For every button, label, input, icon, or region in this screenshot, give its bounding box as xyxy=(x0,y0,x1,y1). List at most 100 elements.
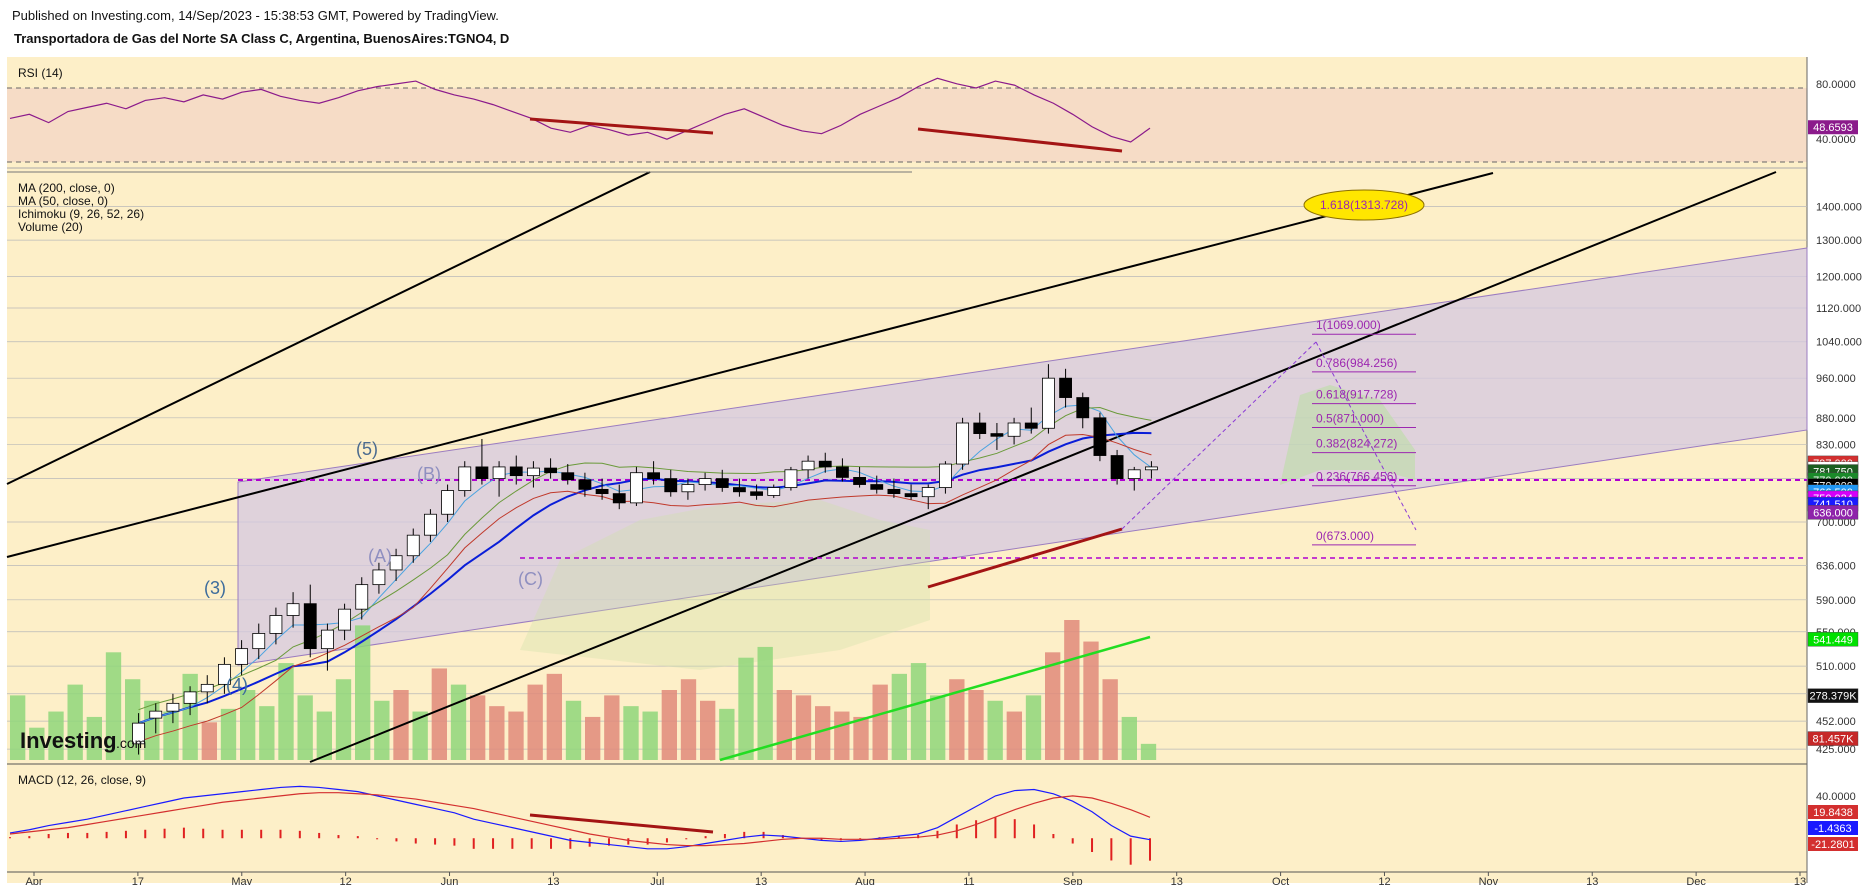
candle xyxy=(767,487,781,496)
wave-label-5: (5) xyxy=(356,439,378,459)
time-tick-label: Apr xyxy=(25,876,42,885)
price-channel xyxy=(237,247,1808,666)
fib-level-label: 0(673.000) xyxy=(1316,529,1374,543)
volume-bar xyxy=(508,711,524,760)
rsi-tick-label: 40.0000 xyxy=(1816,134,1856,146)
rsi-divergence-2 xyxy=(917,127,1123,153)
time-tick-label: Nov xyxy=(1479,876,1499,885)
candle xyxy=(252,633,266,650)
candle xyxy=(990,433,1004,437)
candle xyxy=(321,629,334,650)
volume-bar xyxy=(412,711,428,760)
candle xyxy=(784,469,798,488)
volume-bar xyxy=(431,668,447,760)
volume-bar xyxy=(144,700,160,760)
volume-bar xyxy=(240,690,256,760)
volume-bar xyxy=(1045,652,1061,760)
macd-badge-label: 19.8438 xyxy=(1813,807,1853,819)
candle xyxy=(166,702,180,712)
rsi-divergence-1 xyxy=(529,117,714,135)
macd-badge-label: -1.4363 xyxy=(1814,823,1851,835)
volume-bar xyxy=(489,706,505,760)
fib-target-ellipse[interactable] xyxy=(1303,189,1425,221)
volume-bar xyxy=(105,652,122,760)
candle xyxy=(1127,469,1141,479)
rsi-badge xyxy=(1808,120,1858,135)
macd-tick-label: 40.0000 xyxy=(1816,791,1856,803)
volume-bar xyxy=(872,684,888,760)
fib-level-label: 1(1069.000) xyxy=(1316,318,1381,332)
candle xyxy=(578,479,592,490)
investing-logo-suffix: .com xyxy=(116,735,146,751)
wedge-base xyxy=(927,527,1123,589)
candle xyxy=(561,472,575,481)
rsi-tick-label: 80.0000 xyxy=(1816,79,1856,91)
candle xyxy=(887,488,901,495)
volume-bar xyxy=(949,679,965,760)
fib-level-label: 0.5(871.000) xyxy=(1316,411,1384,425)
volume-bar xyxy=(316,711,332,760)
price-badge-label: 278.379K xyxy=(1809,691,1857,703)
volume-bar xyxy=(48,711,64,760)
volume-bar xyxy=(278,663,294,760)
candle xyxy=(355,584,369,610)
ma50-caption: MA (50, close, 0) xyxy=(18,194,108,208)
volume-bar xyxy=(604,695,620,760)
candle xyxy=(527,467,540,477)
investing-logo: Investing xyxy=(20,728,117,753)
trendline-2 xyxy=(6,172,1494,558)
wave-label-4: (4) xyxy=(226,675,248,695)
volume-bar xyxy=(374,700,390,760)
volume-bar xyxy=(585,716,601,760)
wave-label-c: (C) xyxy=(518,569,543,589)
candle xyxy=(647,472,660,479)
candle xyxy=(1110,455,1124,479)
candle xyxy=(441,490,454,515)
chart-title: Transportadora de Gas del Norte SA Class… xyxy=(14,31,510,46)
volume-bar xyxy=(968,690,984,760)
volume-bar xyxy=(623,706,639,760)
candle xyxy=(733,487,746,493)
ma200-caption: MA (200, close, 0) xyxy=(18,181,115,195)
candle xyxy=(492,466,506,479)
fib-level-label: 0.382(824.272) xyxy=(1316,437,1397,451)
time-tick-label: Sep xyxy=(1063,876,1083,885)
ichimoku-cloud-right xyxy=(1280,385,1415,485)
candle xyxy=(235,648,248,665)
price-badges: 797.000797.000781.750770.000770.000766.5… xyxy=(1807,120,1859,851)
time-tick-label: 12 xyxy=(340,876,352,885)
candle xyxy=(921,487,935,498)
candle xyxy=(1042,377,1055,429)
macd-badge xyxy=(1808,837,1858,851)
candle xyxy=(939,463,952,488)
volume-bar xyxy=(987,700,1003,760)
rsi-line xyxy=(9,77,1151,143)
time-axis: Apr 17 May 12 Jun 13 Jul 13 Aug 11 Sep 13 Oct 12 Nov 13… xyxy=(25,872,1806,885)
candle xyxy=(183,691,197,704)
price-tick-label: 636.000 xyxy=(1816,561,1856,573)
ichimoku-base-line xyxy=(138,434,1152,743)
candle xyxy=(595,488,609,495)
candle xyxy=(338,608,351,631)
volume-bar xyxy=(719,708,735,760)
volume-bar xyxy=(86,716,102,760)
candle xyxy=(681,484,695,493)
time-tick-label: 13 xyxy=(755,876,767,885)
candle xyxy=(475,466,489,479)
price-badge-label: 636.000 xyxy=(1813,507,1853,519)
candle xyxy=(853,477,866,485)
volume-bar xyxy=(642,711,658,760)
candle xyxy=(870,484,884,490)
volume-bar xyxy=(757,646,773,760)
volume-bar xyxy=(527,684,543,760)
volume-bar xyxy=(470,695,486,760)
volume-bar xyxy=(834,711,850,760)
wave-label-b: (B) xyxy=(417,464,441,484)
volume-bar xyxy=(661,690,677,760)
time-tick-label: 13 xyxy=(1794,876,1806,885)
candle xyxy=(458,466,472,491)
price-badge xyxy=(1807,505,1859,520)
candle xyxy=(372,569,386,586)
volume-bar xyxy=(815,706,831,760)
